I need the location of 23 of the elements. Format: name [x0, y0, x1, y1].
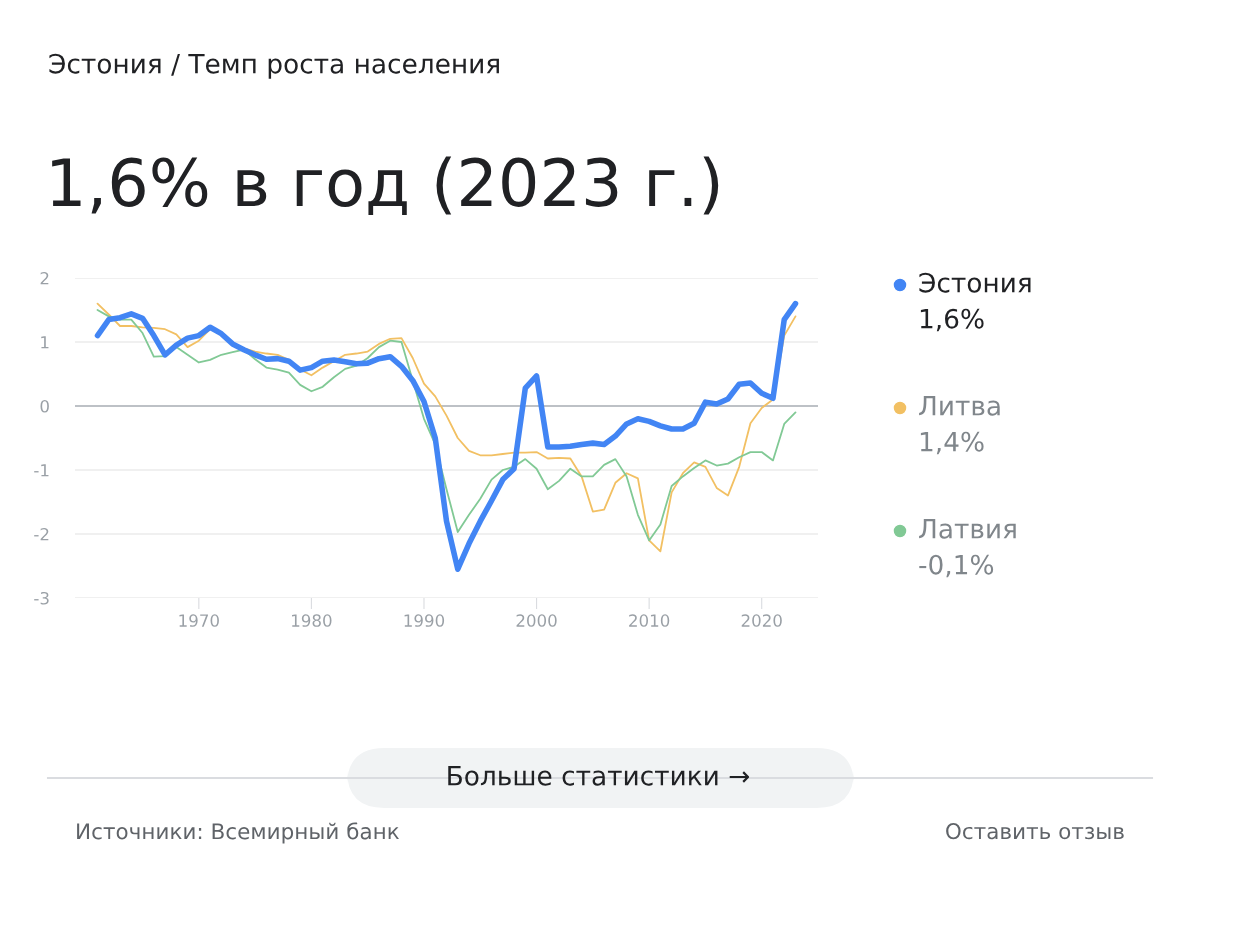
y-tick-label: 1 — [41, 336, 49, 349]
legend-label: Латвия — [919, 519, 1016, 539]
y-tick-label: 0 — [40, 399, 49, 413]
y-tick-label: -1 — [34, 464, 49, 477]
y-tick-label: -3 — [34, 591, 49, 605]
x-tick-label: 2010 — [629, 614, 670, 627]
chart-title: 1,6% в год (2023 г.) — [52, 156, 719, 216]
legend-label: Эстония — [919, 272, 1031, 293]
x-tick-label: 1970 — [179, 614, 219, 627]
text: 1,6% — [920, 308, 984, 332]
text: 1,4% — [920, 431, 984, 455]
text: Источники: Всемирный банк — [77, 822, 400, 844]
y-tick-label: -2 — [34, 527, 49, 541]
y-tick-label: 2 — [40, 271, 49, 285]
legend-label: Литва — [919, 396, 1000, 416]
x-tick-label: 2020 — [741, 614, 782, 627]
chart-subtitle: Эстония / Темп роста населения — [49, 53, 499, 79]
text: Оставить отзыв — [946, 822, 1124, 840]
x-tick-label: 2000 — [516, 614, 557, 627]
text: Больше статистики → — [448, 766, 750, 786]
x-tick-label: 1980 — [292, 614, 332, 627]
text: -0,1% — [919, 554, 994, 578]
x-tick-label: 1990 — [404, 614, 445, 627]
